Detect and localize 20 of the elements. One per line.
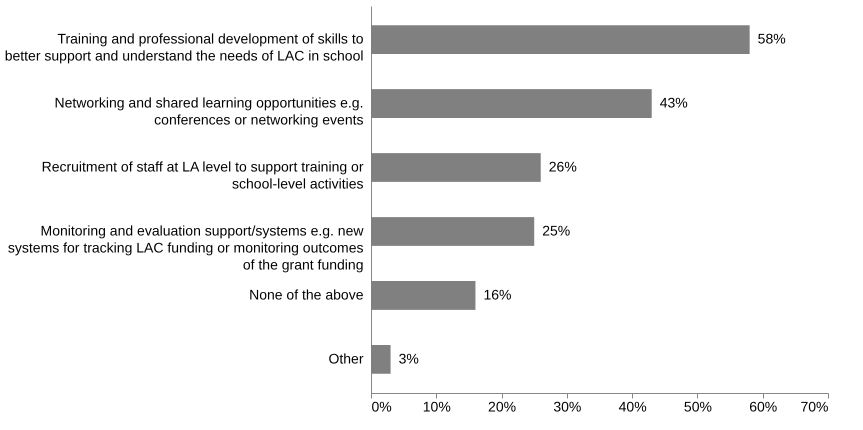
data-label: 58% xyxy=(758,30,786,47)
x-tick-label: 60% xyxy=(749,398,778,414)
x-tick-label: 0% xyxy=(372,398,392,414)
data-label: 25% xyxy=(542,222,570,238)
x-tick-label: 50% xyxy=(684,398,712,414)
y-tick-label: Networking and shared learning opportunities e.g. conferences or networking events xyxy=(54,94,364,128)
x-tick-label: 10% xyxy=(422,398,451,414)
data-label: 26% xyxy=(548,158,577,175)
data-label: 43% xyxy=(660,94,688,111)
x-tick-label: 40% xyxy=(618,398,647,414)
y-tick-label: Training and professional development of skills to better support and understand the needs of LAC in school xyxy=(4,30,364,64)
data-label: 3% xyxy=(398,350,419,366)
y-tick-label: Other xyxy=(328,350,364,366)
y-tick-label: None of the above xyxy=(249,286,364,302)
data-label: 16% xyxy=(483,286,512,302)
x-tick-label: 30% xyxy=(553,398,582,414)
x-tick-label: 70% xyxy=(800,398,828,414)
y-tick-label: Recruitment of staff at LA level to support training or school-level activities xyxy=(42,158,364,192)
y-tick-label: Monitoring and evaluation support/systems e.g. new systems for tracking LAC funding or monitoring outcomes of the grant funding xyxy=(8,222,364,272)
x-tick-label: 20% xyxy=(488,398,516,414)
